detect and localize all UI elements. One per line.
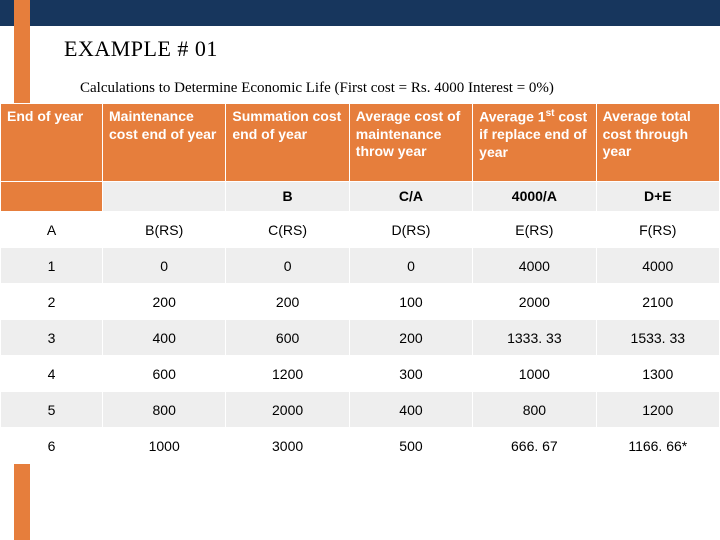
cell: [103, 182, 226, 212]
cell: C(RS): [226, 212, 349, 248]
data-body: 1000400040002200200100200021003400600200…: [1, 248, 720, 464]
cell: 1: [1, 248, 103, 284]
cell: 0: [226, 248, 349, 284]
cell: 2000: [226, 392, 349, 428]
cell: 1166. 66*: [596, 428, 719, 464]
cell: 3: [1, 320, 103, 356]
cell: 666. 67: [473, 428, 596, 464]
slide-content: EXAMPLE # 01 Calculations to Determine E…: [0, 0, 720, 464]
cell: 0: [103, 248, 226, 284]
cell: 800: [103, 392, 226, 428]
cell: 6: [1, 428, 103, 464]
cell: 4000: [473, 248, 596, 284]
cell: 1200: [226, 356, 349, 392]
cell: 300: [349, 356, 472, 392]
cell: 4000: [596, 248, 719, 284]
cell: 5: [1, 392, 103, 428]
cell: 3000: [226, 428, 349, 464]
col-header: Average total cost through year: [596, 104, 719, 182]
cell: A: [1, 212, 103, 248]
cell: 2000: [473, 284, 596, 320]
cell: 1000: [103, 428, 226, 464]
table-row: 580020004008001200: [1, 392, 720, 428]
cell: 1000: [473, 356, 596, 392]
economic-life-table: End of year Maintenance cost end of year…: [0, 103, 720, 464]
table-row: 4600120030010001300: [1, 356, 720, 392]
cell: 400: [349, 392, 472, 428]
col-header: Maintenance cost end of year: [103, 104, 226, 182]
table-row: 34006002001333. 331533. 33: [1, 320, 720, 356]
slide-title: EXAMPLE # 01: [64, 36, 720, 62]
col-header: Average 1st cost if replace end of year: [473, 104, 596, 182]
slide-subtitle: Calculations to Determine Economic Life …: [80, 80, 720, 97]
cell: 4000/A: [473, 182, 596, 212]
table-row: 100040004000: [1, 248, 720, 284]
cell: [1, 182, 103, 212]
cell: 2100: [596, 284, 719, 320]
cell: B: [226, 182, 349, 212]
cell: B(RS): [103, 212, 226, 248]
table-row: 610003000500666. 671166. 66*: [1, 428, 720, 464]
table-row: 220020010020002100: [1, 284, 720, 320]
cell: 4: [1, 356, 103, 392]
cell: 1333. 33: [473, 320, 596, 356]
cell: E(RS): [473, 212, 596, 248]
col-header: Average cost of maintenance throw year: [349, 104, 472, 182]
cell: 1200: [596, 392, 719, 428]
cell: 800: [473, 392, 596, 428]
cell: 1300: [596, 356, 719, 392]
col-header: Summation cost end of year: [226, 104, 349, 182]
cell: 600: [226, 320, 349, 356]
cell: 0: [349, 248, 472, 284]
cell: F(RS): [596, 212, 719, 248]
col-header: End of year: [1, 104, 103, 182]
label-row: A B(RS) C(RS) D(RS) E(RS) F(RS): [1, 212, 720, 248]
cell: 1533. 33: [596, 320, 719, 356]
cell: C/A: [349, 182, 472, 212]
cell: 100: [349, 284, 472, 320]
table-header-row: End of year Maintenance cost end of year…: [1, 104, 720, 182]
cell: 400: [103, 320, 226, 356]
cell: 600: [103, 356, 226, 392]
cell: 200: [103, 284, 226, 320]
cell: D+E: [596, 182, 719, 212]
cell: 2: [1, 284, 103, 320]
formula-row: B C/A 4000/A D+E: [1, 182, 720, 212]
cell: D(RS): [349, 212, 472, 248]
cell: 200: [349, 320, 472, 356]
cell: 200: [226, 284, 349, 320]
cell: 500: [349, 428, 472, 464]
